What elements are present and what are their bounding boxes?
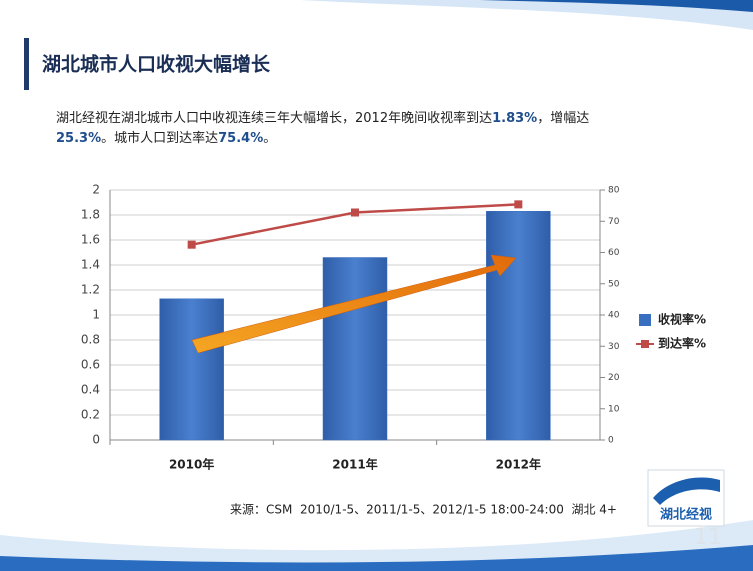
line-marker (351, 208, 359, 217)
summary-text: ，增幅达 (537, 111, 589, 126)
summary-highlight: 25.3% (56, 131, 101, 146)
y2-tick-label: 20 (608, 373, 620, 383)
y-tick-label: 1.4 (81, 258, 100, 272)
bar (159, 298, 224, 441)
legend-swatch (639, 314, 651, 326)
y-tick-label: 2 (92, 183, 100, 197)
y2-tick-label: 30 (608, 342, 620, 352)
line-marker (187, 240, 196, 249)
summary-highlight: 1.83% (492, 111, 537, 126)
slide-title: 湖北城市人口收视大幅增长 (42, 53, 271, 76)
y-tick-label: 1.2 (81, 283, 100, 297)
y-tick-label: 1.8 (81, 208, 100, 222)
y-tick-label: 1.6 (81, 233, 100, 247)
logo-text: 湖北经视 (660, 507, 712, 523)
legend-label: 收视率% (658, 312, 706, 327)
source-note: 来源：CSM 2010/1-5、2011/1-5、2012/1-5 18:00-… (230, 502, 617, 517)
bottom-swoosh-dark (0, 545, 753, 571)
y2-tick-label: 40 (608, 311, 620, 321)
y-tick-label: 0.8 (81, 333, 100, 347)
summary-highlight: 75.4% (218, 131, 263, 146)
x-tick-label: 2012年 (496, 457, 541, 472)
y-tick-label: 0.6 (81, 358, 100, 372)
logo-mark (653, 477, 720, 505)
y-tick-label: 0 (92, 433, 100, 447)
y2-tick-label: 50 (608, 279, 620, 289)
x-tick-label: 2010年 (169, 457, 214, 472)
summary: 湖北经视在湖北城市人口中收视连续三年大幅增长，2012年晚间收视率到达1.83%… (56, 110, 589, 146)
summary-text: 湖北经视在湖北城市人口中收视连续三年大幅增长，2012年晚间收视率到达 (56, 110, 492, 126)
top-swoosh (300, 0, 753, 30)
y-tick-label: 1 (92, 308, 100, 322)
title-accent (24, 38, 29, 90)
legend-label: 到达率% (658, 336, 706, 351)
page-number: 11 (694, 525, 722, 550)
y2-tick-label: 0 (608, 436, 614, 446)
y-tick-label: 0.4 (81, 383, 100, 397)
bar (322, 257, 388, 441)
summary-text: 。城市人口到达率达 (101, 130, 218, 146)
y2-tick-label: 70 (608, 217, 620, 227)
bar (486, 211, 551, 441)
line-marker (514, 200, 523, 209)
x-tick-label: 2011年 (332, 457, 377, 472)
growth-arrow (191, 254, 517, 354)
top-swoosh-dark (480, 0, 753, 12)
legend-swatch (641, 340, 649, 348)
y2-tick-label: 80 (608, 186, 620, 196)
y2-tick-label: 10 (608, 404, 620, 414)
y2-tick-label: 60 (608, 248, 620, 258)
summary-text: 。 (263, 131, 276, 146)
chart: 00.20.40.60.811.21.41.61.820102030405060… (81, 183, 706, 472)
y-tick-label: 0.2 (81, 408, 100, 422)
